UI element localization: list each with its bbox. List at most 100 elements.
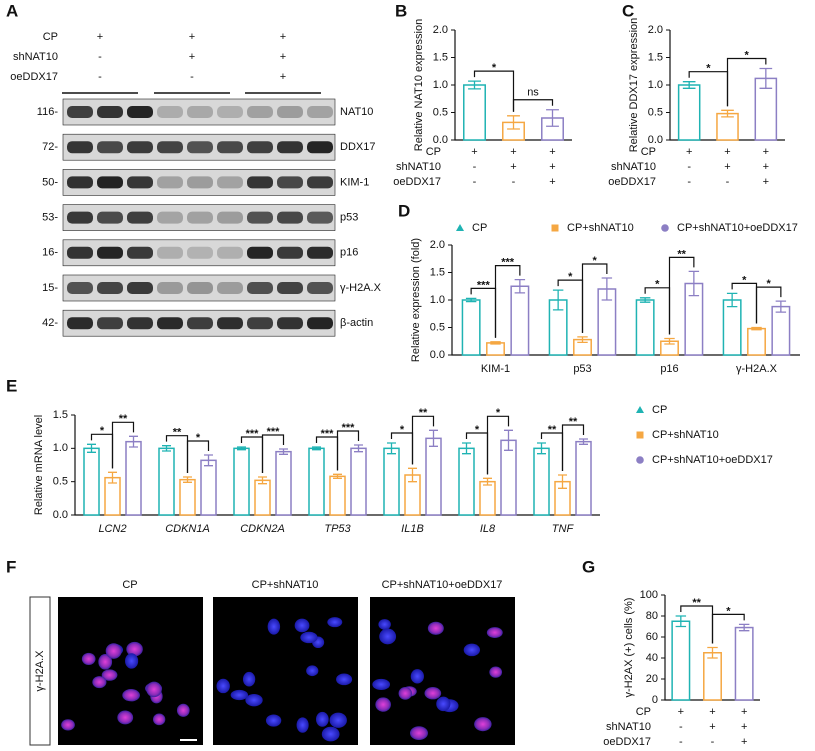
error-bar — [408, 467, 417, 483]
y-tick-label: 0.5 — [53, 476, 68, 488]
bar — [635, 299, 655, 356]
nucleus — [300, 631, 318, 644]
significance-bracket — [726, 57, 767, 107]
y-tick-label: 2.0 — [430, 239, 445, 251]
nucleus — [98, 654, 113, 670]
condition-sign: + — [686, 146, 692, 158]
blot-band — [187, 282, 213, 294]
x-tick-label: KIM-1 — [481, 363, 510, 375]
blot-band — [157, 282, 183, 294]
y-tick-label: 0.5 — [648, 106, 663, 118]
significance-label: ** — [548, 424, 557, 436]
nucleus — [242, 671, 256, 687]
error-bar — [258, 476, 267, 485]
blot-band — [157, 106, 183, 118]
significance-bracket — [486, 415, 510, 475]
condition-sign: - — [679, 736, 683, 748]
condition-sign: + — [741, 721, 747, 733]
x-tick-label: TP53 — [324, 523, 351, 535]
condition-sign: - — [726, 176, 730, 188]
significance-label: ** — [569, 416, 578, 428]
x-tick-label: LCN2 — [98, 523, 126, 535]
significance-bracket — [336, 430, 360, 471]
blot-band — [217, 211, 243, 224]
blot-band — [307, 141, 333, 154]
condition-sign: - — [679, 721, 683, 733]
error-bar — [675, 615, 687, 628]
condition-label: CP — [426, 146, 441, 158]
y-tick-label: 100 — [640, 589, 658, 601]
blot-band — [157, 317, 183, 330]
error-bar — [237, 446, 246, 451]
condition-sign: + — [549, 146, 555, 158]
nucleus — [216, 678, 230, 694]
condition-label: shNAT10 — [611, 161, 656, 173]
error-bar — [688, 270, 700, 297]
blot-band — [157, 141, 183, 154]
y-tick-label: 2.0 — [648, 24, 663, 36]
blot-band — [127, 211, 153, 224]
protein-label: β-actin — [340, 317, 373, 329]
condition-sign: - — [190, 71, 194, 83]
x-tick-label: γ-H2A.X — [736, 363, 778, 375]
significance-bracket — [581, 263, 608, 333]
nucleus — [81, 652, 96, 666]
error-bar — [312, 446, 321, 451]
condition-sign: - — [687, 176, 691, 188]
kda-label: 42- — [42, 317, 58, 329]
nucleus — [105, 643, 122, 659]
nucleus — [474, 717, 492, 732]
error-bar — [537, 442, 546, 455]
error-bar — [726, 292, 738, 308]
significance-label: ** — [692, 597, 701, 609]
y-tick-label: 1.0 — [433, 79, 448, 91]
condition-sign: + — [189, 51, 195, 63]
y-tick-label: 20 — [646, 673, 658, 685]
significance-label: * — [496, 407, 501, 419]
bar — [83, 447, 100, 516]
blot-band — [97, 211, 123, 224]
blot-band — [277, 246, 303, 259]
condition-label: shNAT10 — [13, 51, 58, 63]
significance-bracket — [111, 421, 135, 469]
legend-label: CP+shNAT10 — [652, 429, 719, 441]
nucleus — [424, 687, 442, 700]
nucleus — [336, 673, 353, 686]
y-tick-label: 0.0 — [53, 509, 68, 521]
error-bar — [183, 476, 192, 483]
bar — [510, 285, 530, 356]
y-axis-label: Relative NAT10 expression — [413, 19, 425, 151]
error-bar — [558, 474, 567, 489]
bar — [500, 439, 517, 516]
blot-band — [277, 141, 303, 154]
kda-label: 15- — [42, 282, 58, 294]
blot-band — [97, 106, 123, 118]
legend-label: CP+shNAT10+oeDDX17 — [652, 454, 773, 466]
significance-bracket — [755, 286, 782, 324]
y-tick-label: 1.0 — [648, 79, 663, 91]
significance-label: * — [568, 271, 573, 283]
x-tick-label: IL1B — [401, 523, 424, 535]
blot-band — [67, 246, 93, 259]
error-bar — [468, 80, 481, 90]
significance-bracket — [411, 415, 435, 465]
kda-label: 116- — [37, 106, 59, 118]
y-axis-label: Relative mRNA level — [33, 415, 45, 515]
panel-letter: D — [398, 201, 410, 220]
nucleus — [463, 643, 481, 657]
blot-band — [277, 317, 303, 330]
bar — [771, 305, 791, 356]
significance-label: ** — [419, 407, 428, 419]
error-bar — [514, 279, 526, 294]
y-tick-label: 0.0 — [648, 134, 663, 146]
significance-bracket — [512, 99, 554, 112]
error-bar — [751, 326, 762, 331]
bar — [233, 447, 250, 516]
significance-label: * — [745, 49, 750, 61]
bar — [747, 327, 766, 356]
error-bar — [577, 336, 588, 343]
bar — [533, 447, 550, 516]
error-bar — [462, 442, 471, 455]
bar — [486, 342, 505, 356]
